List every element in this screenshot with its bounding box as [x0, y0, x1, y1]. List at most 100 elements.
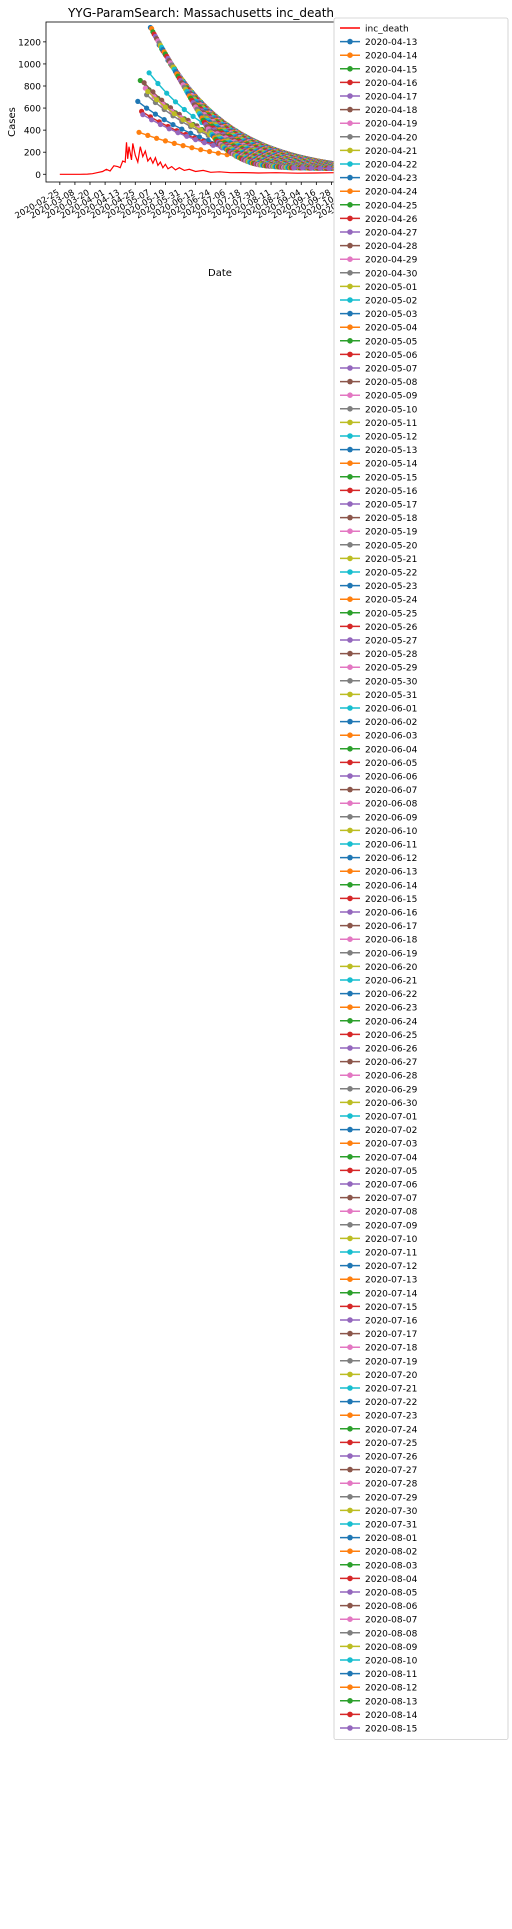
legend-marker-2020-07-06: [347, 1181, 353, 1187]
legend-marker-2020-05-21: [347, 555, 353, 562]
legend-label-2020-07-01: 2020-07-01: [365, 1113, 417, 1123]
legend-marker-2020-05-18: [347, 514, 353, 521]
legend-marker-2020-05-13: [347, 446, 353, 453]
forecast-point-2020-04-18: [150, 89, 156, 95]
legend-marker-2020-07-16: [347, 1317, 353, 1323]
forecast-point-2020-04-22: [172, 99, 179, 105]
legend-marker-2020-06-11: [347, 841, 353, 847]
legend-label-2020-04-25: 2020-04-25: [365, 201, 417, 211]
legend-marker-2020-07-19: [347, 1358, 353, 1364]
legend-marker-2020-06-09: [347, 814, 353, 820]
legend-marker-2020-07-25: [347, 1439, 353, 1446]
legend-label-2020-05-30: 2020-05-30: [365, 677, 418, 687]
forecast-point-2020-04-17: [149, 117, 155, 123]
legend-label-2020-07-10: 2020-07-10: [365, 1235, 418, 1245]
legend-label-2020-07-24: 2020-07-24: [365, 1425, 418, 1435]
legend-marker-2020-05-11: [347, 419, 353, 426]
legend-label-2020-05-29: 2020-05-29: [365, 664, 418, 674]
legend-marker-2020-07-07: [347, 1194, 353, 1201]
legend-marker-2020-05-05: [347, 338, 353, 344]
legend-marker-2020-07-20: [347, 1371, 353, 1378]
y-tick-label: 0: [35, 171, 41, 181]
legend-marker-2020-07-15: [347, 1303, 353, 1310]
legend-marker-2020-06-28: [347, 1072, 353, 1078]
legend-marker-2020-07-26: [347, 1453, 353, 1459]
legend-label-2020-04-21: 2020-04-21: [365, 147, 417, 157]
legend-label-2020-04-20: 2020-04-20: [365, 133, 418, 143]
legend-label-2020-07-05: 2020-07-05: [365, 1167, 417, 1177]
legend-label-2020-07-06: 2020-07-06: [365, 1181, 418, 1191]
forecast-point-2020-04-17: [157, 121, 163, 128]
legend-marker-2020-06-21: [347, 977, 353, 983]
legend-label-2020-08-14: 2020-08-14: [365, 1711, 418, 1721]
legend-label-2020-06-25: 2020-06-25: [365, 1031, 417, 1041]
forecast-point-2020-04-21: [198, 127, 204, 133]
legend-label-2020-08-10: 2020-08-10: [365, 1657, 418, 1667]
legend-label-2020-05-08: 2020-05-08: [365, 378, 418, 388]
forecast-point-2020-04-22: [190, 113, 196, 119]
forecast-point-2020-04-14: [180, 143, 186, 149]
legend-label-2020-06-22: 2020-06-22: [365, 990, 417, 1000]
legend-marker-2020-06-29: [347, 1086, 353, 1092]
legend-marker-2020-08-06: [347, 1602, 353, 1609]
legend-label-2020-06-11: 2020-06-11: [365, 841, 417, 851]
legend-marker-2020-05-17: [347, 501, 353, 507]
legend-marker-2020-07-10: [347, 1235, 353, 1242]
legend-marker-2020-04-13: [347, 38, 353, 45]
legend-marker-2020-04-28: [347, 242, 353, 249]
legend-marker-2020-07-18: [347, 1344, 353, 1350]
legend-marker-2020-07-04: [347, 1154, 353, 1160]
legend-marker-2020-08-11: [347, 1670, 353, 1677]
legend-marker-2020-06-20: [347, 963, 353, 970]
legend-label-2020-06-28: 2020-06-28: [365, 1072, 418, 1082]
legend-marker-2020-05-29: [347, 664, 353, 670]
legend-label-2020-05-01: 2020-05-01: [365, 283, 417, 293]
forecast-point-2020-08-15: [317, 165, 323, 171]
legend-label-2020-04-28: 2020-04-28: [365, 242, 418, 252]
legend-label-2020-05-02: 2020-05-02: [365, 297, 417, 307]
forecast-point-2020-04-17: [210, 142, 216, 148]
legend-marker-2020-07-17: [347, 1330, 353, 1337]
legend-marker-2020-07-28: [347, 1480, 353, 1486]
legend-label-2020-08-03: 2020-08-03: [365, 1561, 417, 1571]
legend-label-2020-05-17: 2020-05-17: [365, 501, 417, 511]
legend-marker-2020-04-26: [347, 215, 353, 222]
legend-label-2020-06-01: 2020-06-01: [365, 705, 417, 715]
legend-label-2020-08-08: 2020-08-08: [365, 1629, 418, 1639]
legend-label-2020-05-31: 2020-05-31: [365, 691, 417, 701]
legend-label-2020-08-13: 2020-08-13: [365, 1697, 417, 1707]
legend-label-2020-08-11: 2020-08-11: [365, 1670, 417, 1680]
forecast-point-2020-04-21: [189, 122, 195, 128]
legend-label-2020-07-18: 2020-07-18: [365, 1344, 418, 1354]
legend-label-2020-04-14: 2020-04-14: [365, 52, 418, 62]
legend-marker-2020-05-04: [347, 324, 353, 331]
legend-marker-2020-08-13: [347, 1698, 353, 1704]
legend-box: [333, 17, 509, 1740]
legend-label-2020-06-07: 2020-06-07: [365, 786, 417, 796]
legend-marker-2020-05-01: [347, 283, 353, 290]
legend-marker-2020-08-14: [347, 1711, 353, 1718]
legend-marker-2020-06-26: [347, 1045, 353, 1051]
legend-label-2020-05-21: 2020-05-21: [365, 555, 417, 565]
legend-label-2020-07-13: 2020-07-13: [365, 1276, 417, 1286]
legend-marker-2020-05-03: [347, 310, 353, 317]
forecast-point-2020-04-13: [135, 98, 141, 104]
legend-marker-2020-05-30: [347, 678, 353, 684]
forecast-point-2020-04-17: [193, 137, 199, 143]
legend-label-2020-07-29: 2020-07-29: [365, 1493, 418, 1503]
legend-label-2020-08-01: 2020-08-01: [365, 1534, 417, 1544]
legend-label-2020-07-25: 2020-07-25: [365, 1439, 417, 1449]
legend-label-2020-07-20: 2020-07-20: [365, 1371, 418, 1381]
legend-marker-2020-06-13: [347, 868, 353, 874]
y-tick-label: 400: [24, 127, 41, 137]
y-tick-label: 800: [24, 83, 41, 93]
legend-marker-2020-07-23: [347, 1412, 353, 1418]
legend-label-2020-06-04: 2020-06-04: [365, 745, 418, 755]
legend-marker-2020-04-24: [347, 188, 353, 194]
legend-marker-2020-07-29: [347, 1494, 353, 1500]
forecast-point-2020-04-13: [170, 122, 176, 128]
legend-label-2020-05-20: 2020-05-20: [365, 541, 418, 551]
legend-marker-2020-07-11: [347, 1249, 353, 1255]
legend-label-2020-04-22: 2020-04-22: [365, 161, 417, 171]
legend-marker-2020-06-06: [347, 773, 353, 779]
